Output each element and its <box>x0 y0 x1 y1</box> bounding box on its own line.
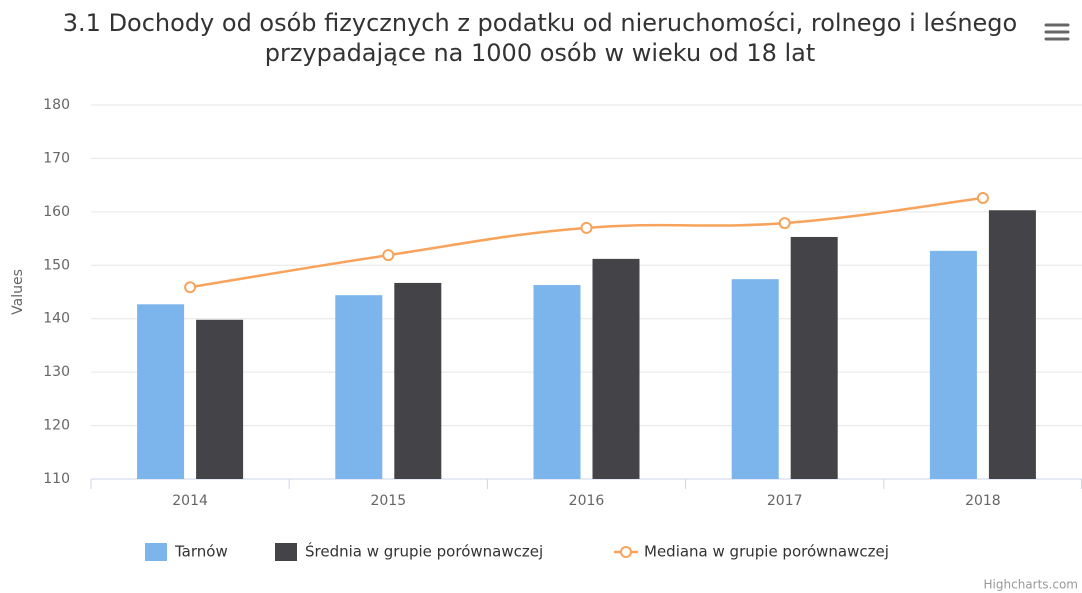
y-tick-label: 170 <box>43 150 70 166</box>
y-tick-label: 160 <box>43 204 70 220</box>
legend-label: Średnia w grupie porównawczej <box>305 542 543 561</box>
legend-item[interactable]: Mediana w grupie porównawczej <box>614 543 889 561</box>
line-marker <box>976 191 989 204</box>
legend-label: Mediana w grupie porównawczej <box>644 543 889 561</box>
line <box>189 196 984 289</box>
credits[interactable]: Highcharts.com <box>984 578 1078 592</box>
legend-symbol <box>620 546 632 558</box>
bar <box>533 285 581 479</box>
y-tick-label: 180 <box>43 97 70 113</box>
legend-symbol <box>275 543 297 561</box>
y-tick-label: 120 <box>43 418 70 434</box>
menu-icon[interactable] <box>1044 23 1070 41</box>
line-marker <box>580 221 593 234</box>
legend-item[interactable]: Średnia w grupie porównawczej <box>275 542 543 562</box>
bar <box>196 319 244 479</box>
bar <box>790 236 838 479</box>
bar <box>731 279 779 479</box>
legend-item[interactable]: Tarnów <box>145 543 228 562</box>
bar <box>929 250 977 479</box>
legend-symbol <box>145 543 167 561</box>
y-tick-label: 130 <box>43 364 70 380</box>
y-axis-title: Values <box>10 269 26 315</box>
line-marker <box>382 249 395 262</box>
bar <box>394 282 442 479</box>
bar <box>592 258 640 479</box>
bar <box>988 210 1036 480</box>
y-tick-label: 110 <box>43 471 70 487</box>
x-tick-label: 2016 <box>569 493 605 509</box>
x-tick-label: 2018 <box>965 493 1001 509</box>
line-marker <box>778 217 791 230</box>
y-tick-label: 150 <box>43 257 70 273</box>
chart-title: 3.1 Dochody od osób fizycznych z podatku… <box>62 9 1018 67</box>
bar <box>335 295 383 479</box>
line-marker <box>184 281 197 294</box>
y-tick-label: 140 <box>43 311 70 327</box>
bar <box>137 304 185 479</box>
x-tick-label: 2014 <box>172 493 208 509</box>
legend-label: Tarnów <box>174 543 228 561</box>
x-tick-label: 2015 <box>370 493 406 509</box>
x-tick-label: 2017 <box>767 493 803 509</box>
